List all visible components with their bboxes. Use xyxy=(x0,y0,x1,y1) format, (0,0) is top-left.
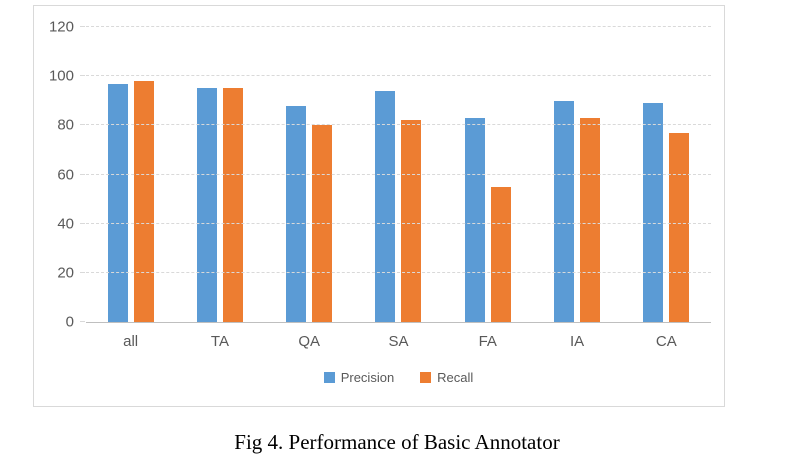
legend-swatch-precision xyxy=(323,372,335,383)
y-tickmark-40 xyxy=(80,222,85,224)
bar-group-FA xyxy=(443,27,532,322)
y-axis-tick-label-0: 0 xyxy=(65,313,74,331)
y-tickmark-0 xyxy=(80,321,85,322)
y-tickmark-60 xyxy=(80,173,85,175)
gridline-60 xyxy=(86,173,711,175)
x-axis-label-all: all xyxy=(123,333,139,350)
gridline-100 xyxy=(86,75,711,77)
legend-item-precision: Precision xyxy=(323,370,395,385)
bar-precision-SA xyxy=(375,90,396,322)
bar-recall-IA xyxy=(580,117,601,322)
plot-area xyxy=(80,26,711,323)
x-axis: all TA QA SA FA IA CA xyxy=(86,333,711,350)
bar-group-all xyxy=(86,27,175,322)
y-axis-tick-label-120: 120 xyxy=(48,18,74,36)
bar-group-CA xyxy=(622,27,711,322)
y-tickmark-20 xyxy=(80,271,85,273)
y-axis: 0 20 40 60 80 100 120 xyxy=(34,20,78,330)
bar-group-QA xyxy=(265,27,354,322)
y-axis-tick-label-20: 20 xyxy=(57,264,74,282)
legend: Precision Recall xyxy=(86,370,711,385)
bar-precision-TA xyxy=(196,88,217,322)
legend-label-recall: Recall xyxy=(437,370,474,385)
x-axis-label-FA: FA xyxy=(478,333,497,350)
bar-precision-CA xyxy=(643,103,664,322)
y-axis-tick-label-80: 80 xyxy=(57,116,74,134)
bar-group-TA xyxy=(175,27,264,322)
y-axis-tick-label-40: 40 xyxy=(57,215,74,233)
gridline-40 xyxy=(86,222,711,224)
bar-precision-QA xyxy=(286,105,307,322)
bar-recall-SA xyxy=(401,120,422,322)
y-tickmark-80 xyxy=(80,124,85,126)
y-tickmark-120 xyxy=(80,26,85,27)
plot-groups xyxy=(86,27,711,322)
bar-recall-FA xyxy=(490,186,511,322)
bar-recall-CA xyxy=(669,132,690,322)
legend-label-precision: Precision xyxy=(340,370,395,385)
x-axis-label-IA: IA xyxy=(569,333,585,350)
x-axis-label-SA: SA xyxy=(388,333,409,350)
bar-group-SA xyxy=(354,27,443,322)
y-tickmark-100 xyxy=(80,75,85,77)
x-axis-label-QA: QA xyxy=(298,333,321,350)
gridline-20 xyxy=(86,271,711,273)
x-axis-label-TA: TA xyxy=(210,333,229,350)
x-axis-label-CA: CA xyxy=(655,333,677,350)
bar-precision-FA xyxy=(464,117,485,322)
bar-recall-TA xyxy=(222,88,243,322)
bar-recall-all xyxy=(133,81,154,322)
gridline-120 xyxy=(86,26,711,27)
legend-item-recall: Recall xyxy=(420,370,473,385)
chart: 0 20 40 60 80 100 120 all TA QA SA FA IA CA Precisio… xyxy=(33,5,725,407)
y-axis-tick-label-60: 60 xyxy=(57,166,74,183)
legend-swatch-recall xyxy=(420,372,432,383)
figure-caption: Fig 4. Performance of Basic Annotator xyxy=(234,430,560,454)
gridline-80 xyxy=(86,124,711,126)
y-axis-tick-label-100: 100 xyxy=(48,67,74,85)
bar-recall-QA xyxy=(312,125,333,322)
bar-group-IA xyxy=(532,27,621,322)
bar-precision-all xyxy=(107,83,128,322)
bar-precision-IA xyxy=(554,100,575,322)
